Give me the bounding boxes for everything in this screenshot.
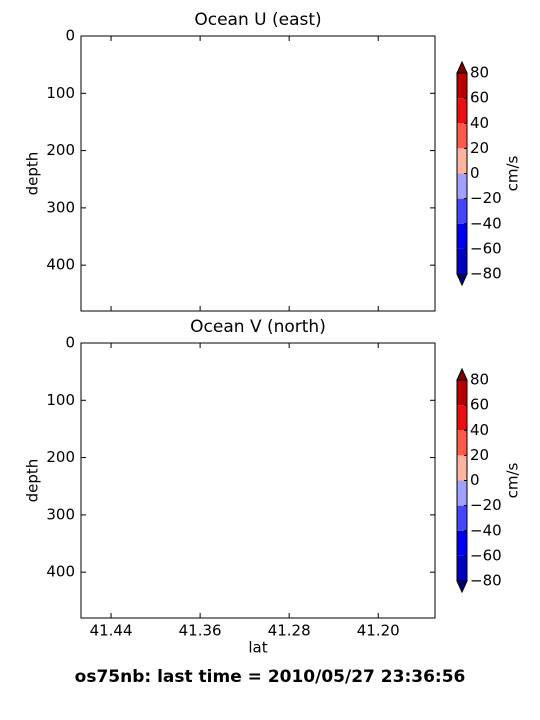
y-tick-label: 300	[46, 505, 75, 523]
chart-title: Ocean V (north)	[190, 317, 326, 337]
colorbar-tick-label: 80	[470, 64, 489, 82]
colorbar-tick-label: 80	[470, 371, 489, 389]
y-axis-label: depth	[24, 459, 42, 503]
y-tick-label: 100	[46, 84, 75, 102]
colorbar-tick-label: 20	[470, 139, 489, 157]
colorbar-band	[457, 530, 467, 556]
colorbar-tick-label: −80	[470, 265, 502, 283]
colorbar-tick-label: 0	[470, 164, 480, 182]
colorbar-band	[457, 480, 467, 506]
colorbar-tick-label: 20	[470, 446, 489, 464]
x-tick-label: 41.20	[357, 622, 400, 640]
footer: os75nb: last time = 2010/05/27 23:36:56	[75, 667, 466, 687]
colorbar-band	[457, 455, 467, 481]
colorbar-tick-label: 40	[470, 421, 489, 439]
colorbar-tick-label: 60	[470, 89, 489, 107]
plot-area	[80, 35, 436, 312]
colorbar-band	[457, 505, 467, 531]
y-axis-label: depth	[24, 152, 42, 196]
colorbar-tick-label: −60	[470, 239, 502, 257]
y-tick-label: 100	[46, 391, 75, 409]
colorbar-tick-label: −20	[470, 189, 502, 207]
x-tick-label: 41.28	[268, 622, 311, 640]
colorbar-tick-label: −40	[470, 214, 502, 232]
y-tick-label: 200	[46, 141, 75, 159]
colorbar-tick-label: −80	[470, 572, 502, 590]
colorbar-tick-label: −40	[470, 521, 502, 539]
colorbar-band	[457, 555, 467, 581]
y-tick-label: 400	[46, 256, 75, 274]
x-axis-label: lat	[248, 639, 267, 657]
plot-area	[80, 342, 436, 619]
colorbar-label: cm/s	[504, 155, 522, 191]
colorbar-band	[457, 173, 467, 199]
colorbar-band	[457, 198, 467, 224]
colorbar-band	[457, 223, 467, 249]
colorbar-band	[457, 248, 467, 274]
colorbar-band	[457, 148, 467, 174]
colorbar-band	[457, 405, 467, 431]
colorbar-tick-label: 0	[470, 471, 480, 489]
colorbar-band	[457, 98, 467, 124]
x-tick-label: 41.36	[179, 622, 222, 640]
colorbar-band	[457, 123, 467, 149]
colorbar-tick-label: −60	[470, 546, 502, 564]
colorbar-tick-label: 40	[470, 114, 489, 132]
colorbar-label: cm/s	[504, 462, 522, 498]
y-tick-label: 200	[46, 448, 75, 466]
y-tick-label: 300	[46, 198, 75, 216]
y-tick-label: 0	[65, 334, 75, 352]
colorbar-tick-label: −20	[470, 496, 502, 514]
chart-title: Ocean U (east)	[194, 10, 321, 30]
y-tick-label: 400	[46, 563, 75, 581]
colorbar-band	[457, 430, 467, 456]
y-tick-label: 0	[65, 27, 75, 45]
x-tick-label: 41.44	[90, 622, 133, 640]
colorbar-band	[457, 380, 467, 406]
colorbar-tick-label: 60	[470, 396, 489, 414]
colorbar-band	[457, 73, 467, 99]
